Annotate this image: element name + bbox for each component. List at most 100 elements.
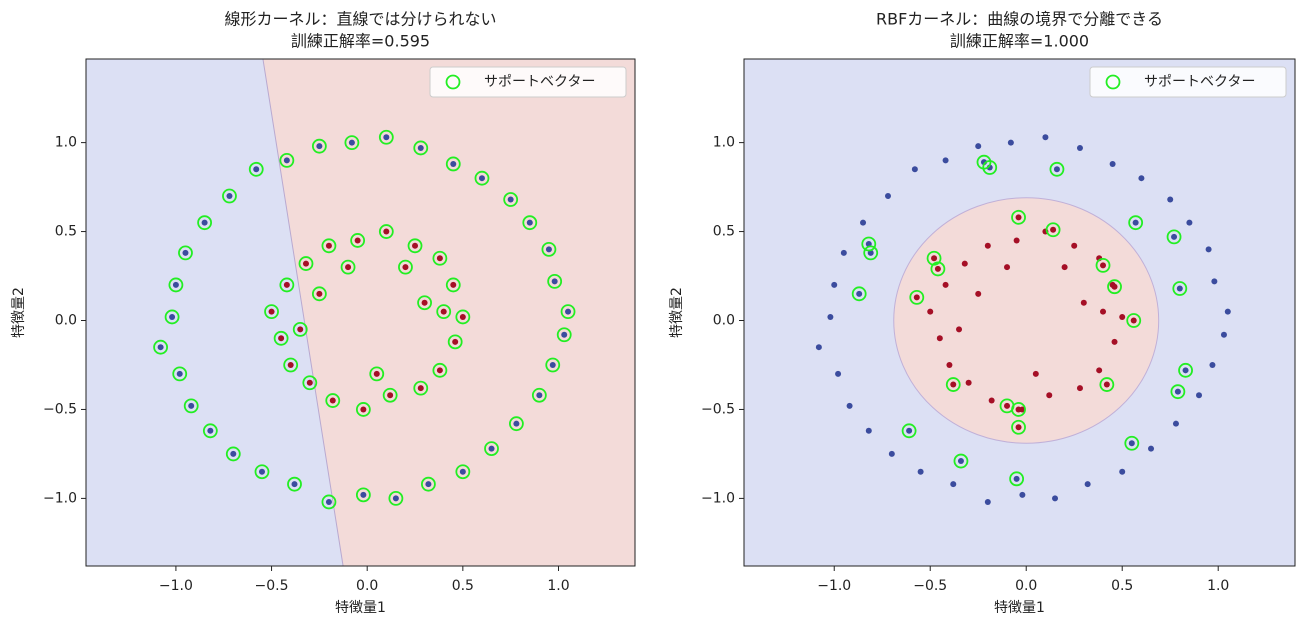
- y-tick-label: 0.5: [55, 224, 77, 240]
- point: [268, 308, 275, 315]
- point: [253, 166, 260, 173]
- point: [1046, 392, 1053, 399]
- point: [297, 326, 304, 333]
- support-vector: [455, 464, 471, 480]
- point: [230, 450, 237, 457]
- support-vector: [388, 490, 404, 506]
- point: [201, 219, 208, 226]
- point: [1032, 370, 1039, 377]
- point: [1186, 219, 1193, 226]
- support-vector: [183, 398, 199, 414]
- point: [906, 427, 913, 434]
- point: [913, 294, 920, 301]
- support-vector: [248, 161, 264, 177]
- support-vector: [1011, 402, 1026, 417]
- point: [884, 192, 891, 199]
- point: [283, 281, 290, 288]
- support-vector: [350, 233, 366, 248]
- y-axis-label: 特徴量2: [11, 287, 27, 338]
- support-vector: [1099, 377, 1115, 392]
- point: [888, 450, 895, 457]
- point: [1167, 196, 1174, 203]
- legend-box: [1089, 66, 1287, 98]
- x-tick-label: 0.0: [1015, 578, 1037, 594]
- point: [815, 344, 822, 351]
- support-vector: [541, 241, 557, 257]
- point: [860, 219, 867, 226]
- point: [291, 481, 298, 488]
- support-vector: [1107, 279, 1122, 295]
- support-vector: [344, 135, 360, 151]
- point: [1061, 264, 1068, 271]
- point: [354, 237, 361, 244]
- point: [934, 265, 941, 272]
- point: [1080, 299, 1087, 306]
- point: [1007, 139, 1014, 146]
- point: [412, 242, 419, 249]
- point: [1019, 491, 1026, 498]
- y-tick-label: 0.0: [713, 313, 735, 329]
- chart-subtitle: 訓練正解率=1.000: [950, 32, 1089, 51]
- point: [1176, 285, 1183, 292]
- point: [1211, 278, 1218, 285]
- x-tick-label: 1.0: [547, 578, 569, 594]
- plot-area: [744, 59, 1295, 566]
- axes-frame: [85, 58, 636, 567]
- point: [927, 308, 934, 315]
- point: [988, 397, 995, 404]
- point: [1015, 406, 1022, 413]
- point: [867, 249, 874, 256]
- support-vector: [222, 188, 237, 204]
- point: [946, 361, 953, 368]
- point: [226, 192, 233, 199]
- support-vector: [1011, 419, 1026, 435]
- chart-title: 線形カーネル：直線では分けられない: [224, 10, 496, 29]
- point: [1128, 440, 1135, 447]
- point: [182, 249, 189, 256]
- point: [1109, 160, 1116, 167]
- legend-box: [429, 66, 627, 98]
- point: [1042, 134, 1049, 141]
- point: [1096, 367, 1103, 374]
- support-vector: [909, 289, 925, 305]
- support-vector: [503, 192, 519, 207]
- point: [172, 281, 179, 288]
- decision-region: [262, 59, 635, 566]
- point: [1119, 468, 1126, 475]
- point: [1084, 481, 1091, 488]
- support-vector: [279, 152, 295, 168]
- point: [846, 402, 853, 409]
- support-vector: [1009, 471, 1025, 487]
- point: [440, 308, 447, 315]
- point: [417, 385, 424, 392]
- point: [950, 481, 957, 488]
- support-vector: [413, 380, 429, 396]
- point: [417, 144, 424, 151]
- point: [325, 242, 332, 249]
- point: [911, 166, 918, 173]
- point: [549, 361, 556, 368]
- point: [1182, 367, 1189, 374]
- point: [387, 392, 394, 399]
- support-vector: [522, 215, 538, 231]
- support-vector: [355, 402, 371, 417]
- point: [942, 157, 949, 164]
- point: [157, 344, 164, 351]
- support-vector: [398, 259, 413, 275]
- point: [176, 370, 183, 377]
- point: [1132, 219, 1139, 226]
- support-vector: [1170, 384, 1186, 400]
- point: [450, 281, 457, 288]
- point: [865, 427, 872, 434]
- point: [965, 379, 972, 386]
- point: [835, 370, 842, 377]
- point: [1148, 445, 1155, 452]
- point: [1052, 495, 1059, 502]
- point: [507, 196, 514, 203]
- support-vector: [164, 309, 180, 325]
- legend: サポートベクター: [429, 66, 627, 98]
- point: [1076, 144, 1083, 151]
- support-vector: [1172, 281, 1188, 296]
- support-vector: [273, 330, 289, 346]
- support-vector: [863, 245, 879, 261]
